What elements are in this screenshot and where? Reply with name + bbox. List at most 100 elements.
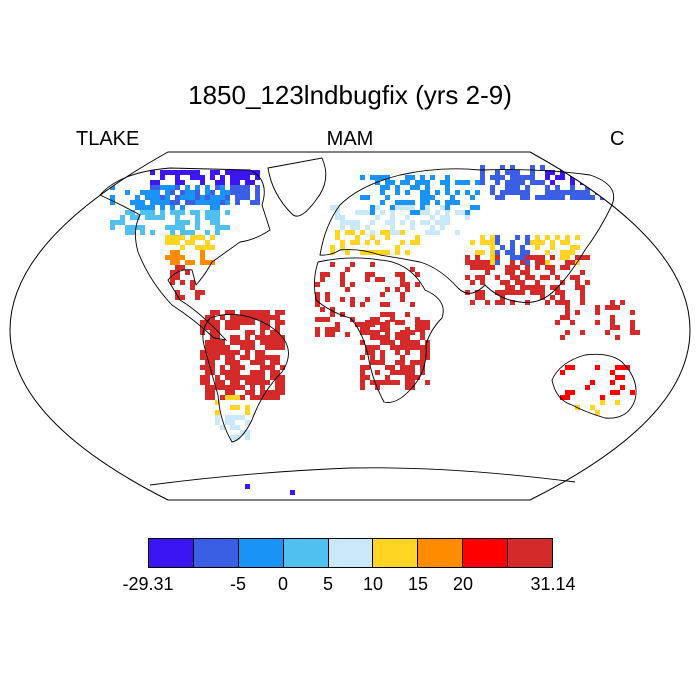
grid-cell — [245, 330, 250, 335]
grid-cell — [400, 200, 405, 205]
grid-cell — [555, 275, 560, 280]
grid-cell — [455, 190, 460, 195]
grid-cell — [425, 345, 430, 350]
grid-cell — [470, 265, 475, 270]
variable-label: TLAKE — [76, 128, 140, 150]
grid-cell — [575, 170, 580, 175]
grid-cell — [210, 310, 215, 315]
grid-cell — [405, 175, 410, 180]
grid-cell — [130, 210, 135, 215]
colorbar — [148, 538, 553, 568]
grid-cell — [270, 315, 275, 320]
grid-cell — [425, 355, 430, 360]
grid-cell — [610, 320, 615, 325]
grid-cell — [525, 235, 530, 240]
grid-cell — [535, 285, 540, 290]
grid-cell — [275, 375, 280, 380]
grid-cell — [600, 395, 605, 400]
grid-cell — [200, 235, 205, 240]
grid-cell — [420, 190, 425, 195]
grid-cell — [510, 165, 515, 170]
grid-cell — [350, 230, 355, 235]
grid-cell — [395, 287, 400, 292]
grid-cell — [335, 230, 340, 235]
grid-cell — [275, 390, 280, 395]
grid-cell — [380, 200, 385, 205]
grid-cell — [225, 375, 230, 380]
grid-cell — [245, 435, 250, 440]
grid-cell — [215, 230, 220, 235]
grid-cell — [545, 265, 550, 270]
grid-cell — [525, 270, 530, 275]
grid-cell — [210, 330, 215, 335]
grid-cell — [245, 175, 250, 180]
grid-cell — [515, 190, 520, 195]
grid-cell — [430, 230, 435, 235]
grid-cell — [195, 185, 200, 190]
grid-cell — [235, 190, 240, 195]
grid-cell — [485, 260, 490, 265]
grid-cell — [125, 230, 130, 235]
grid-cell — [445, 175, 450, 180]
grid-cell — [170, 170, 175, 175]
grid-cell — [250, 390, 255, 395]
grid-cell — [215, 220, 220, 225]
grid-cell — [235, 360, 240, 365]
grid-cell — [260, 330, 265, 335]
grid-cell — [490, 190, 495, 195]
grid-cell — [580, 295, 585, 300]
grid-cell — [160, 205, 165, 210]
grid-cell — [585, 165, 590, 170]
grid-cell — [255, 200, 260, 205]
grid-cell — [205, 340, 210, 345]
grid-cell — [425, 220, 430, 225]
grid-cell — [370, 272, 375, 277]
grid-cell — [435, 230, 440, 235]
grid-cell — [510, 180, 515, 185]
grid-cell — [225, 200, 230, 205]
grid-cell — [195, 170, 200, 175]
grid-cell — [320, 272, 325, 277]
grid-cell — [565, 310, 570, 315]
grid-cell — [520, 195, 525, 200]
grid-cell — [410, 220, 415, 225]
grid-cell — [150, 170, 155, 175]
grid-cell — [530, 290, 535, 295]
grid-cell — [235, 380, 240, 385]
grid-cell — [220, 340, 225, 345]
grid-cell — [275, 355, 280, 360]
grid-cell — [600, 190, 605, 195]
grid-cell — [410, 302, 415, 307]
grid-cell — [270, 335, 275, 340]
grid-cell — [240, 395, 245, 400]
grid-cell — [330, 250, 335, 255]
grid-cell — [155, 200, 160, 205]
grid-cell — [635, 330, 640, 335]
grid-cell — [365, 375, 370, 380]
grid-cell — [180, 205, 185, 210]
grid-cell — [175, 210, 180, 215]
grid-cell — [480, 275, 485, 280]
grid-cell — [570, 165, 575, 170]
grid-cell — [175, 255, 180, 260]
grid-cell — [200, 365, 205, 370]
grid-cell — [465, 275, 470, 280]
grid-cell — [470, 205, 475, 210]
grid-cell — [245, 350, 250, 355]
grid-cell — [540, 195, 545, 200]
season-label: MAM — [326, 128, 374, 150]
grid-cell — [260, 365, 265, 370]
grid-cell — [510, 255, 515, 260]
grid-cell — [270, 365, 275, 370]
grid-cell — [235, 315, 240, 320]
grid-cell — [370, 220, 375, 225]
grid-cell — [465, 255, 470, 260]
units-label: C — [610, 128, 625, 150]
grid-cell — [190, 285, 195, 290]
grid-cell — [430, 225, 435, 230]
grid-cell — [350, 297, 355, 302]
grid-cell — [375, 175, 380, 180]
grid-cell — [360, 250, 365, 255]
grid-cell — [190, 235, 195, 240]
grid-cell — [490, 185, 495, 190]
